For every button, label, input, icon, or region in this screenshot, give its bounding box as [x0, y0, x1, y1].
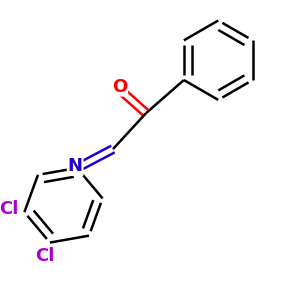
Text: Cl: Cl: [35, 247, 55, 265]
Text: O: O: [112, 78, 127, 96]
Text: N: N: [68, 157, 83, 175]
Text: Cl: Cl: [0, 200, 19, 218]
